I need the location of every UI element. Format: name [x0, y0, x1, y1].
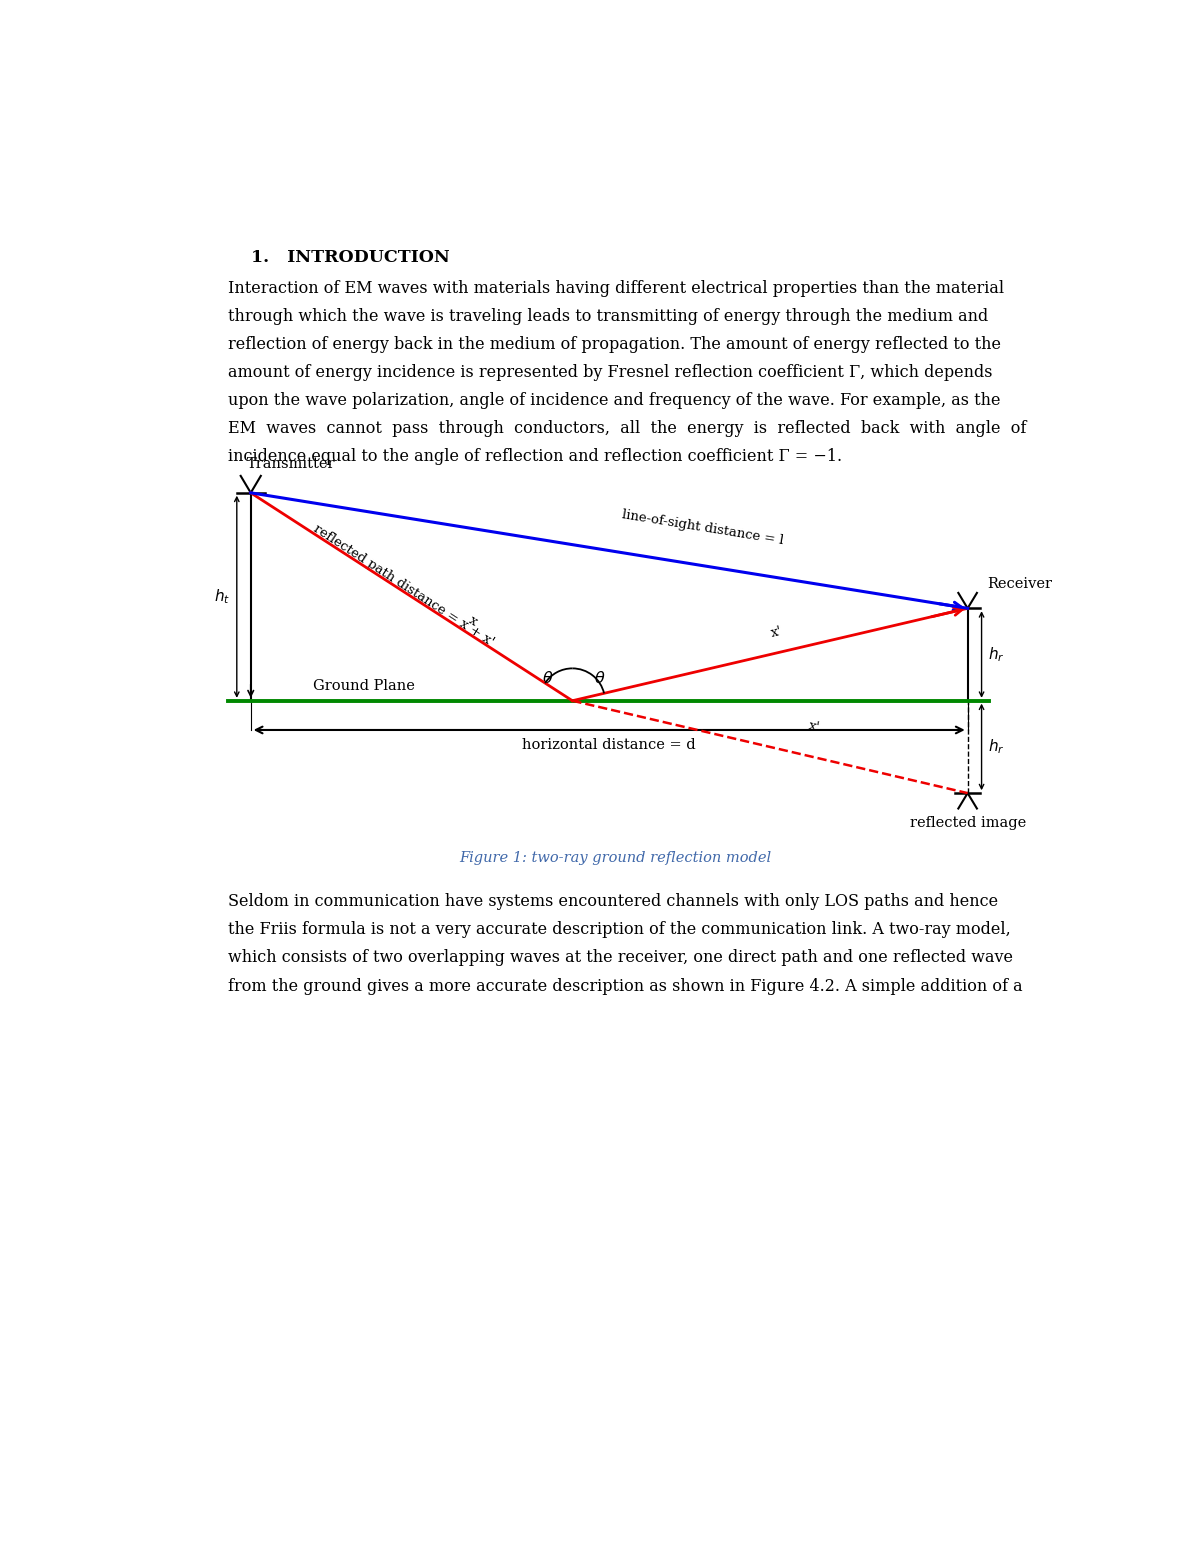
- Text: horizontal distance = d: horizontal distance = d: [522, 738, 696, 752]
- Text: Figure 1: two-ray ground reflection model: Figure 1: two-ray ground reflection mode…: [458, 851, 772, 865]
- Text: Receiver: Receiver: [986, 578, 1052, 592]
- Text: upon the wave polarization, angle of incidence and frequency of the wave. For ex: upon the wave polarization, angle of inc…: [228, 391, 1000, 408]
- Text: $h_t$: $h_t$: [215, 587, 230, 606]
- Text: $h_r$: $h_r$: [988, 644, 1004, 663]
- Text: x: x: [467, 613, 480, 629]
- Text: Seldom in communication have systems encountered channels with only LOS paths an: Seldom in communication have systems enc…: [228, 893, 997, 910]
- Text: from the ground gives a more accurate description as shown in Figure 4.2. A simp: from the ground gives a more accurate de…: [228, 977, 1022, 994]
- Text: amount of energy incidence is represented by Fresnel reflection coefficient Γ, w: amount of energy incidence is represente…: [228, 363, 992, 380]
- Text: reflected image: reflected image: [910, 817, 1026, 831]
- Text: the Friis formula is not a very accurate description of the communication link. : the Friis formula is not a very accurate…: [228, 921, 1010, 938]
- Text: $h_r$: $h_r$: [988, 738, 1004, 756]
- Text: incidence equal to the angle of reflection and reflection coefficient Γ = −1.: incidence equal to the angle of reflecti…: [228, 449, 841, 466]
- Text: reflected path distance = x + x': reflected path distance = x + x': [311, 522, 496, 649]
- Text: EM  waves  cannot  pass  through  conductors,  all  the  energy  is  reflected  : EM waves cannot pass through conductors,…: [228, 419, 1026, 436]
- Text: Interaction of EM waves with materials having different electrical properties th: Interaction of EM waves with materials h…: [228, 280, 1003, 297]
- Text: $\theta$: $\theta$: [542, 669, 553, 686]
- Text: x': x': [808, 719, 821, 735]
- Text: line-of-sight distance = l: line-of-sight distance = l: [622, 508, 785, 547]
- Text: through which the wave is traveling leads to transmitting of energy through the : through which the wave is traveling lead…: [228, 307, 988, 325]
- Text: Ground Plane: Ground Plane: [313, 679, 415, 693]
- Text: reflection of energy back in the medium of propagation. The amount of energy ref: reflection of energy back in the medium …: [228, 335, 1001, 353]
- Text: 1.   INTRODUCTION: 1. INTRODUCTION: [251, 248, 450, 266]
- Text: which consists of two overlapping waves at the receiver, one direct path and one: which consists of two overlapping waves …: [228, 949, 1013, 966]
- Text: Transmitter: Transmitter: [247, 457, 335, 471]
- Text: x': x': [769, 626, 784, 640]
- Text: $\theta$: $\theta$: [594, 669, 605, 686]
